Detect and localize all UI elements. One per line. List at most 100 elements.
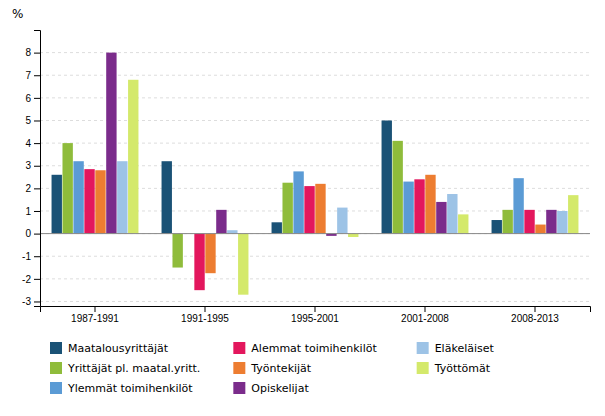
- bar: [348, 234, 358, 237]
- bar: [524, 210, 534, 234]
- axis-line: [41, 307, 591, 313]
- grid-line: [40, 301, 590, 302]
- bar: [73, 161, 83, 233]
- bar: [117, 161, 127, 233]
- tick-label: 1995-2001: [291, 313, 339, 324]
- bar: [546, 210, 556, 234]
- x-axis: 1987-19911991-19951995-20012001-20082008…: [41, 306, 591, 324]
- y-tick: -2: [22, 274, 40, 285]
- legend-item: Maatalousyrittäjät: [50, 342, 169, 355]
- grid-line: [40, 278, 590, 279]
- zero-line: [40, 233, 590, 234]
- y-tick: 7: [25, 70, 40, 81]
- bar: [502, 210, 512, 234]
- tick-mark: [34, 53, 40, 54]
- y-tick: 5: [25, 115, 40, 126]
- legend-label: Yrittäjät pl. maatal.yritt.: [67, 362, 200, 375]
- legend-swatch: [233, 362, 245, 374]
- x-tick: 1995-2001: [291, 306, 339, 324]
- tick-label: 3: [25, 160, 31, 171]
- bar: [282, 183, 292, 234]
- grid-line: [40, 143, 590, 144]
- legend-label: Työntekijät: [250, 362, 312, 375]
- tick-mark: [34, 256, 40, 257]
- tick-mark: [34, 301, 40, 302]
- bar: [84, 169, 94, 233]
- grid-line: [40, 233, 590, 234]
- legend-item: Yrittäjät pl. maatal.yritt.: [50, 362, 200, 375]
- tick-label: -3: [22, 296, 31, 307]
- bar: [162, 161, 172, 233]
- bar: [436, 202, 446, 234]
- tick-mark: [34, 143, 40, 144]
- y-tick: 3: [25, 160, 40, 171]
- bar: [272, 222, 282, 233]
- y-tick: -3: [22, 296, 40, 307]
- bar: [172, 234, 182, 268]
- bar: [95, 170, 105, 233]
- y-tick: 0: [25, 228, 40, 239]
- tick-mark: [34, 166, 40, 167]
- bar: [447, 194, 457, 234]
- y-tick: -1: [22, 251, 40, 262]
- tick-label: 1: [25, 206, 31, 217]
- grid-line: [40, 52, 590, 53]
- legend-swatch: [50, 342, 62, 354]
- tick-mark: [34, 98, 40, 99]
- legend-item: Opiskelijat: [233, 382, 309, 395]
- tick-label: 0: [25, 228, 31, 239]
- legend-label: Maatalousyrittäjät: [68, 342, 169, 355]
- y-label: %: [12, 7, 23, 21]
- tick-label: 5: [25, 115, 31, 126]
- bar: [392, 141, 402, 234]
- tick-mark: [205, 306, 206, 312]
- tick-mark: [34, 211, 40, 212]
- bar: [568, 195, 578, 233]
- legend-swatch: [233, 342, 245, 354]
- y-tick: 8: [25, 47, 40, 58]
- legend-item: Eläkeläiset: [417, 342, 495, 355]
- tick-mark: [535, 306, 536, 312]
- grid-line: [40, 256, 590, 257]
- bar: [62, 143, 72, 233]
- bar: [205, 234, 215, 274]
- legend-label: Alemmat toimihenkilöt: [251, 342, 377, 355]
- x-tick: 1987-1991: [71, 306, 119, 324]
- legend-item: Ylemmät toimihenkilöt: [50, 382, 193, 395]
- bar: [337, 208, 347, 234]
- grid: [40, 53, 590, 302]
- bar: [194, 234, 204, 291]
- tick-label: 4: [25, 138, 31, 149]
- tick-mark: [34, 279, 40, 280]
- legend-swatch: [50, 362, 62, 374]
- bar: [492, 220, 502, 234]
- legend-swatch: [50, 382, 62, 394]
- y-axis: -3-2-1012345678: [22, 31, 40, 308]
- tick-mark: [34, 234, 40, 235]
- bar: [216, 210, 226, 234]
- legend-item: Alemmat toimihenkilöt: [233, 342, 377, 355]
- tick-label: -2: [22, 274, 31, 285]
- bar: [106, 53, 116, 234]
- bar: [382, 120, 392, 233]
- tick-mark: [34, 120, 40, 121]
- bar: [128, 80, 138, 234]
- legend-item: Työttömät: [417, 362, 491, 375]
- bar: [557, 211, 567, 234]
- x-tick: 2008-2013: [511, 306, 559, 324]
- tick-mark: [95, 306, 96, 312]
- legend-swatch: [417, 362, 429, 374]
- bar: [403, 182, 413, 234]
- legend-swatch: [417, 342, 429, 354]
- tick-label: 1991-1995: [181, 313, 229, 324]
- bar: [315, 184, 325, 234]
- legend: Maatalousyrittäjät Yrittäjät pl. maatal.y…: [50, 342, 495, 395]
- tick-label: 1987-1991: [71, 313, 119, 324]
- tick-label: -1: [22, 251, 31, 262]
- grid-line: [40, 120, 590, 121]
- y-tick: 4: [25, 138, 40, 149]
- bar: [414, 179, 424, 233]
- bar: [513, 178, 523, 233]
- y-tick: 2: [25, 183, 40, 194]
- tick-label: 8: [25, 47, 31, 58]
